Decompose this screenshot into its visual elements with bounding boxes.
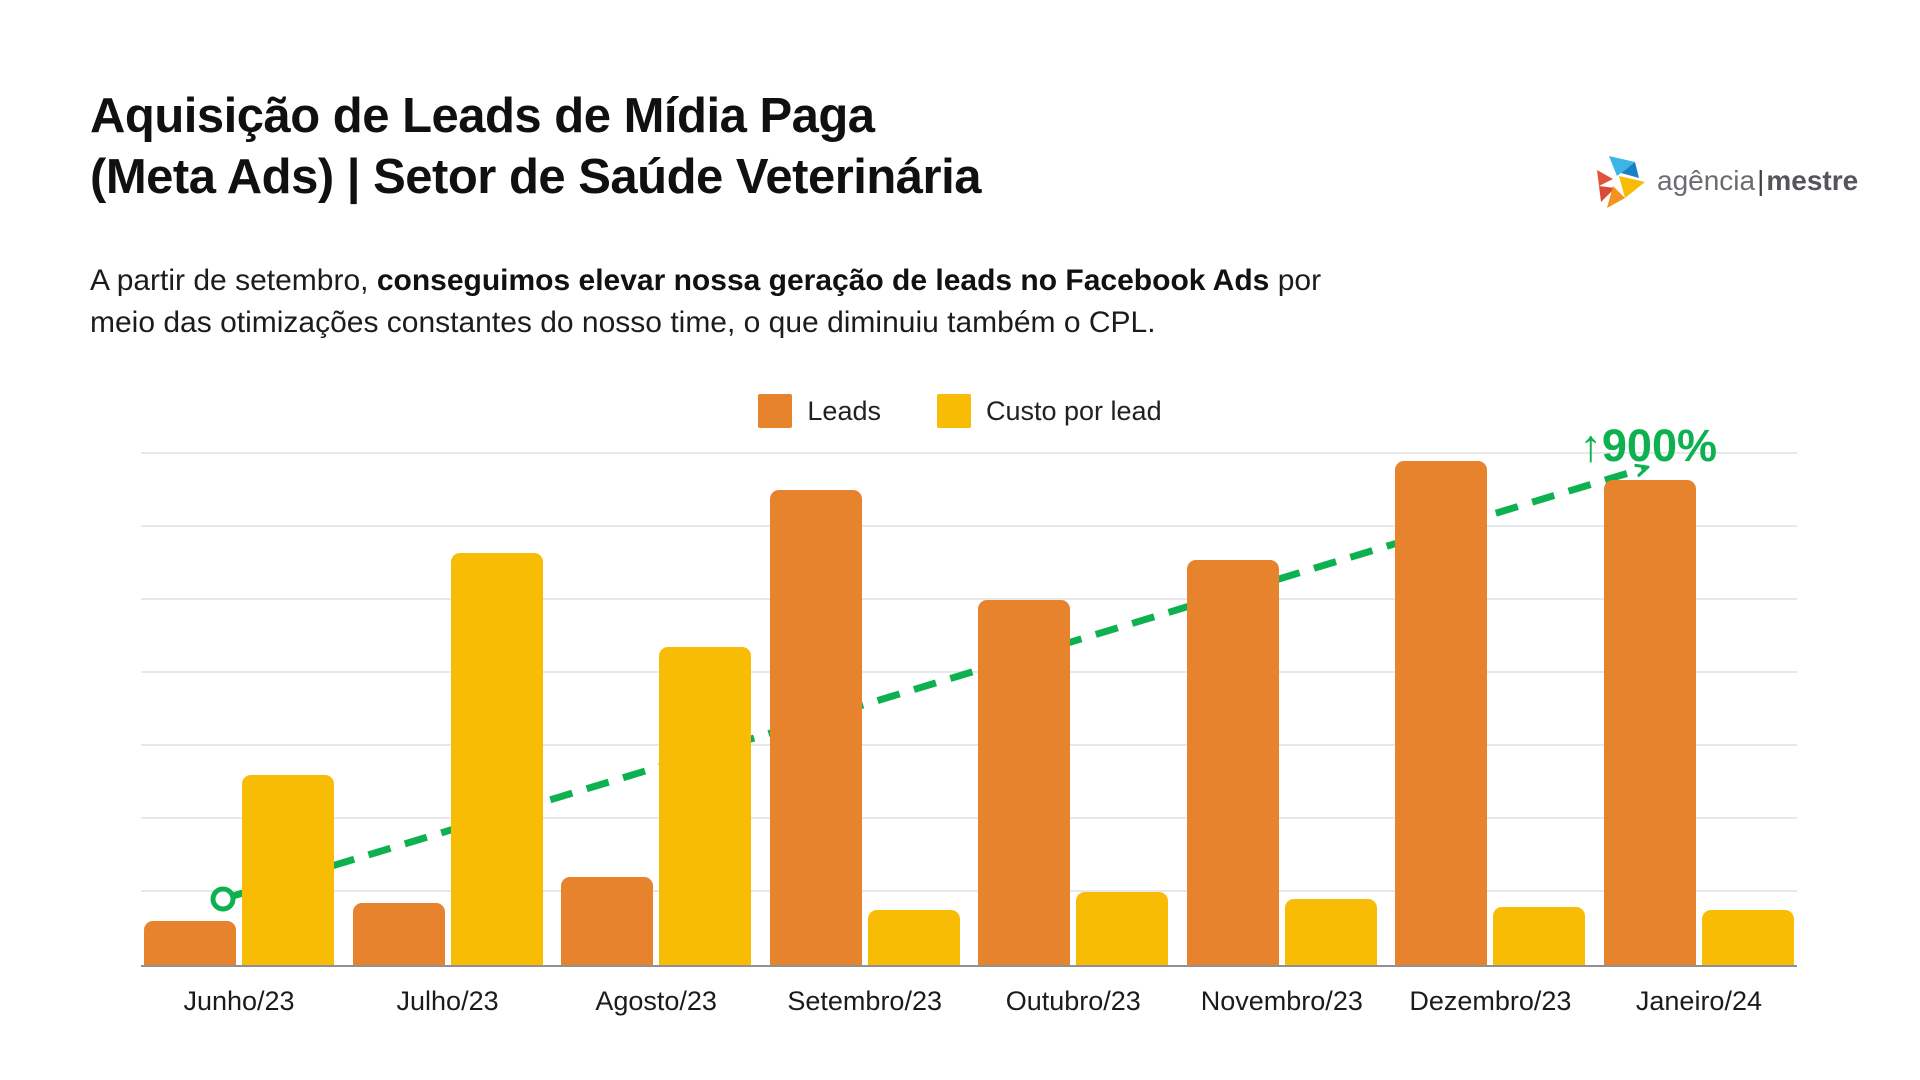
x-axis-line [141, 965, 1797, 967]
gridline-1 [141, 890, 1797, 892]
bar-custo-por-lead-novembro-23 [1284, 899, 1377, 965]
bar-custo-por-lead-dezembro-23 [1493, 907, 1586, 965]
logo-text-agencia: agência [1657, 165, 1756, 196]
x-axis-labels: Junho/23 Julho/23 Agosto/23 Setembro/23 Outu… [141, 986, 1797, 1017]
bar-group-dezembro-23 [1395, 461, 1586, 965]
legend-item-custo-por-lead: Custo por lead [936, 394, 1162, 428]
x-axis-label-novembro-23: Novembro/23 [1200, 986, 1363, 1016]
trend-start-marker [210, 886, 236, 912]
agencia-mestre-logo: agência|mestre [1595, 152, 1858, 210]
bar-custo-por-lead-agosto-23 [659, 647, 752, 965]
bar-custo-por-lead-julho-23 [450, 553, 543, 965]
leads-color-swatch [758, 394, 793, 428]
bar-leads-novembro-23 [1186, 560, 1279, 965]
bar-chart: ↑900% [141, 420, 1797, 967]
x-axis-label-julho-23: Julho/23 [396, 986, 499, 1016]
legend-label-custo-por-lead: Custo por lead [985, 395, 1162, 426]
gridline-6 [141, 525, 1797, 527]
gridline-2 [141, 817, 1797, 819]
pinwheel-logo-icon [1597, 156, 1645, 208]
bar-group-janeiro-24 [1603, 480, 1794, 965]
subtitle-bold: conseguimos elevar nossa geração de lead… [376, 264, 1270, 297]
bar-leads-janeiro-24 [1603, 480, 1696, 965]
custo-por-lead-color-swatch [936, 394, 971, 428]
bar-leads-outubro-23 [978, 600, 1071, 965]
subtitle: A partir de setembro, conseguimos elevar… [90, 260, 1321, 344]
bar-leads-agosto-23 [561, 877, 654, 965]
x-axis-label-dezembro-23: Dezembro/23 [1409, 986, 1572, 1016]
x-axis-label-outubro-23: Outubro/23 [1005, 986, 1141, 1016]
x-axis-label-junho-23: Junho/23 [183, 986, 295, 1016]
x-axis-label-janeiro-24: Janeiro/24 [1635, 986, 1762, 1016]
bar-leads-dezembro-23 [1395, 461, 1488, 965]
x-axis-label-setembro-23: Setembro/23 [787, 986, 942, 1016]
page-title-line1: Aquisição de Leads de Mídia Paga [90, 89, 875, 143]
page-title: Aquisição de Leads de Mídia Paga (Meta A… [90, 86, 982, 208]
growth-annotation: ↑900% [1579, 420, 1717, 471]
bar-group-agosto-23 [561, 647, 752, 965]
gridline-7 [141, 452, 1797, 454]
logo-text-separator: | [1757, 165, 1765, 196]
legend-label-leads: Leads [807, 395, 881, 426]
logo-text: agência|mestre [1657, 165, 1858, 197]
subtitle-suffix: por [1269, 264, 1322, 297]
gridline-5 [141, 598, 1797, 600]
bar-group-setembro-23 [769, 490, 960, 965]
logo-text-mestre: mestre [1766, 165, 1859, 196]
bar-custo-por-lead-janeiro-24 [1701, 910, 1794, 965]
chart-legend: Leads Custo por lead [0, 394, 1920, 428]
bar-group-outubro-23 [978, 600, 1169, 965]
page-title-line2: (Meta Ads) | Setor de Saúde Veterinária [90, 150, 982, 204]
bar-leads-julho-23 [352, 903, 445, 965]
subtitle-line2: meio das otimizações constantes do nosso… [90, 306, 1156, 339]
bar-leads-junho-23 [144, 921, 236, 965]
bar-custo-por-lead-junho-23 [242, 775, 334, 965]
bar-leads-setembro-23 [769, 490, 862, 965]
legend-item-leads: Leads [758, 394, 881, 428]
gridline-3 [141, 744, 1797, 746]
subtitle-prefix: A partir de setembro, [90, 264, 377, 297]
bars-area [141, 420, 1797, 965]
bar-group-julho-23 [352, 553, 543, 965]
bar-group-junho-23 [144, 775, 334, 965]
bar-custo-por-lead-setembro-23 [867, 910, 960, 965]
bar-custo-por-lead-outubro-23 [1076, 892, 1169, 965]
bar-group-novembro-23 [1186, 560, 1377, 965]
x-axis-label-agosto-23: Agosto/23 [595, 986, 717, 1016]
